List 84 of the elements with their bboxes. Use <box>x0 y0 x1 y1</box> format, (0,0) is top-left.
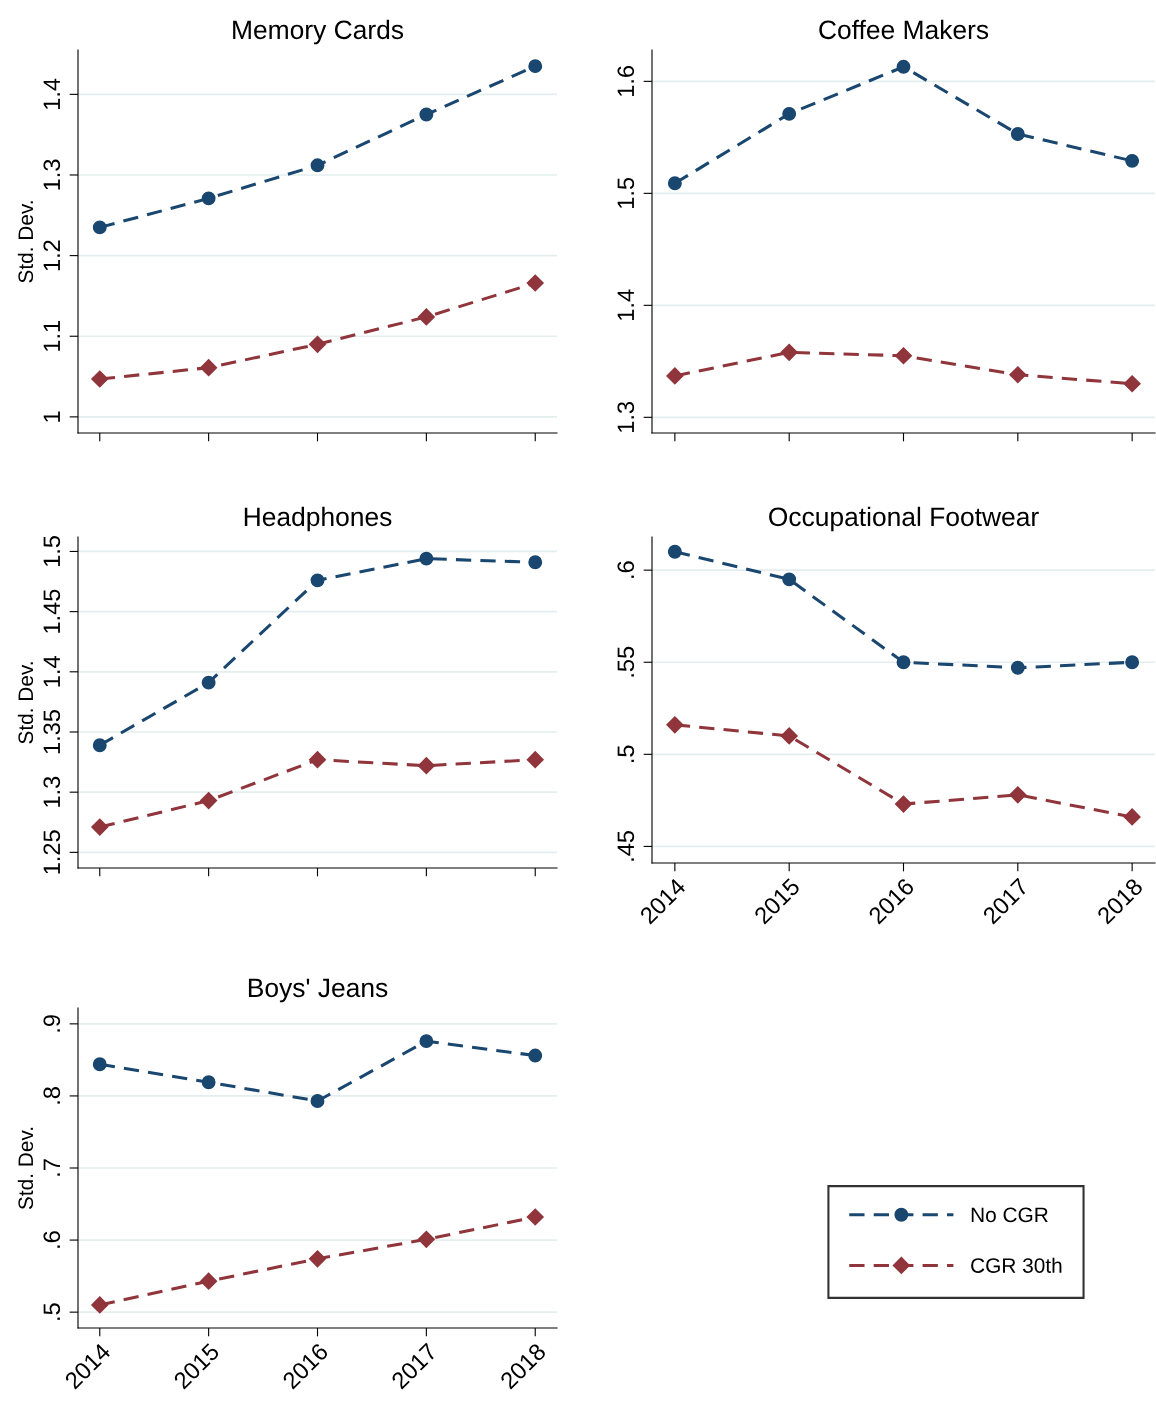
point <box>417 308 435 326</box>
point <box>308 1250 327 1268</box>
point <box>780 727 798 745</box>
y-tick-label: 1.4 <box>617 289 634 320</box>
y-tick-label: .5 <box>43 1303 61 1320</box>
y-tick-label: 1.3 <box>43 159 61 190</box>
y-tick-label: .6 <box>43 1231 61 1248</box>
y-tick-label: 1.6 <box>617 65 635 96</box>
point <box>1125 153 1140 168</box>
y-tick-label: 1.4 <box>43 656 60 687</box>
point <box>419 1034 434 1049</box>
y-tick-label: 1.35 <box>43 710 61 754</box>
point <box>92 738 107 753</box>
point <box>667 544 682 559</box>
point <box>92 220 107 235</box>
point <box>92 1057 107 1072</box>
y-tick-label: .5 <box>617 745 635 763</box>
point <box>417 1230 435 1248</box>
point <box>200 1272 218 1290</box>
point <box>308 751 327 769</box>
point <box>1009 366 1027 384</box>
point <box>310 158 325 173</box>
point <box>419 551 434 566</box>
point <box>1123 375 1141 393</box>
point <box>91 1296 109 1314</box>
point <box>526 751 544 769</box>
y-tick-label: 1.5 <box>617 177 635 208</box>
point <box>310 573 325 588</box>
point <box>419 107 434 122</box>
point <box>1009 786 1027 804</box>
y-tick-label: 1.3 <box>617 401 635 432</box>
point <box>666 716 684 734</box>
point <box>1010 127 1025 141</box>
text: No CGR <box>971 1207 1048 1223</box>
point <box>201 191 216 206</box>
y-tick-label: .45 <box>617 831 635 861</box>
y-axis-title: Std. Dev. <box>17 662 34 744</box>
point <box>1125 655 1140 670</box>
y-tick-label: .55 <box>617 646 635 677</box>
point <box>528 555 543 570</box>
point <box>200 792 218 810</box>
point <box>780 343 798 361</box>
y-tick-label: .7 <box>43 1159 60 1176</box>
point <box>310 1094 325 1108</box>
point <box>526 274 544 292</box>
point <box>526 1208 544 1226</box>
chart-title: Coffee Makers <box>819 19 989 40</box>
chart-title: Headphones <box>244 506 392 532</box>
point <box>308 335 327 353</box>
text: CGR 30th <box>971 1257 1062 1273</box>
y-tick-label: 1.4 <box>43 78 60 109</box>
y-tick-label: 1.1 <box>43 320 60 351</box>
point <box>894 795 913 813</box>
chart-title: Boys' Jeans <box>248 978 388 1003</box>
point <box>201 1075 216 1090</box>
y-tick-label: 1.5 <box>43 536 61 567</box>
y-axis-title: Std. Dev. <box>17 1127 34 1210</box>
chart-title: Occupational Footwear <box>769 506 1039 532</box>
point <box>528 1048 543 1063</box>
point <box>528 59 543 74</box>
point <box>782 572 797 587</box>
point <box>1123 808 1141 826</box>
y-tick-label: 1.25 <box>43 830 61 874</box>
point <box>896 655 911 670</box>
point <box>91 818 109 836</box>
point <box>894 347 913 365</box>
point <box>1010 660 1025 675</box>
point <box>782 106 797 121</box>
point <box>667 176 682 191</box>
y-tick-label: 1 <box>43 411 60 422</box>
y-tick-label: 1.3 <box>43 776 61 807</box>
y-axis-title: Std. Dev. <box>17 201 34 283</box>
y-tick-label: .9 <box>43 1015 61 1032</box>
chart-title: Memory Cards <box>233 19 404 45</box>
point <box>201 675 216 690</box>
y-tick-label: 1.45 <box>43 589 61 633</box>
point <box>666 367 684 385</box>
y-tick-label: 1.2 <box>43 240 60 271</box>
point <box>200 359 218 377</box>
y-tick-label: .8 <box>43 1087 61 1104</box>
point <box>91 370 109 388</box>
y-tick-label: .6 <box>617 561 635 578</box>
point <box>417 757 435 775</box>
point <box>896 59 911 74</box>
